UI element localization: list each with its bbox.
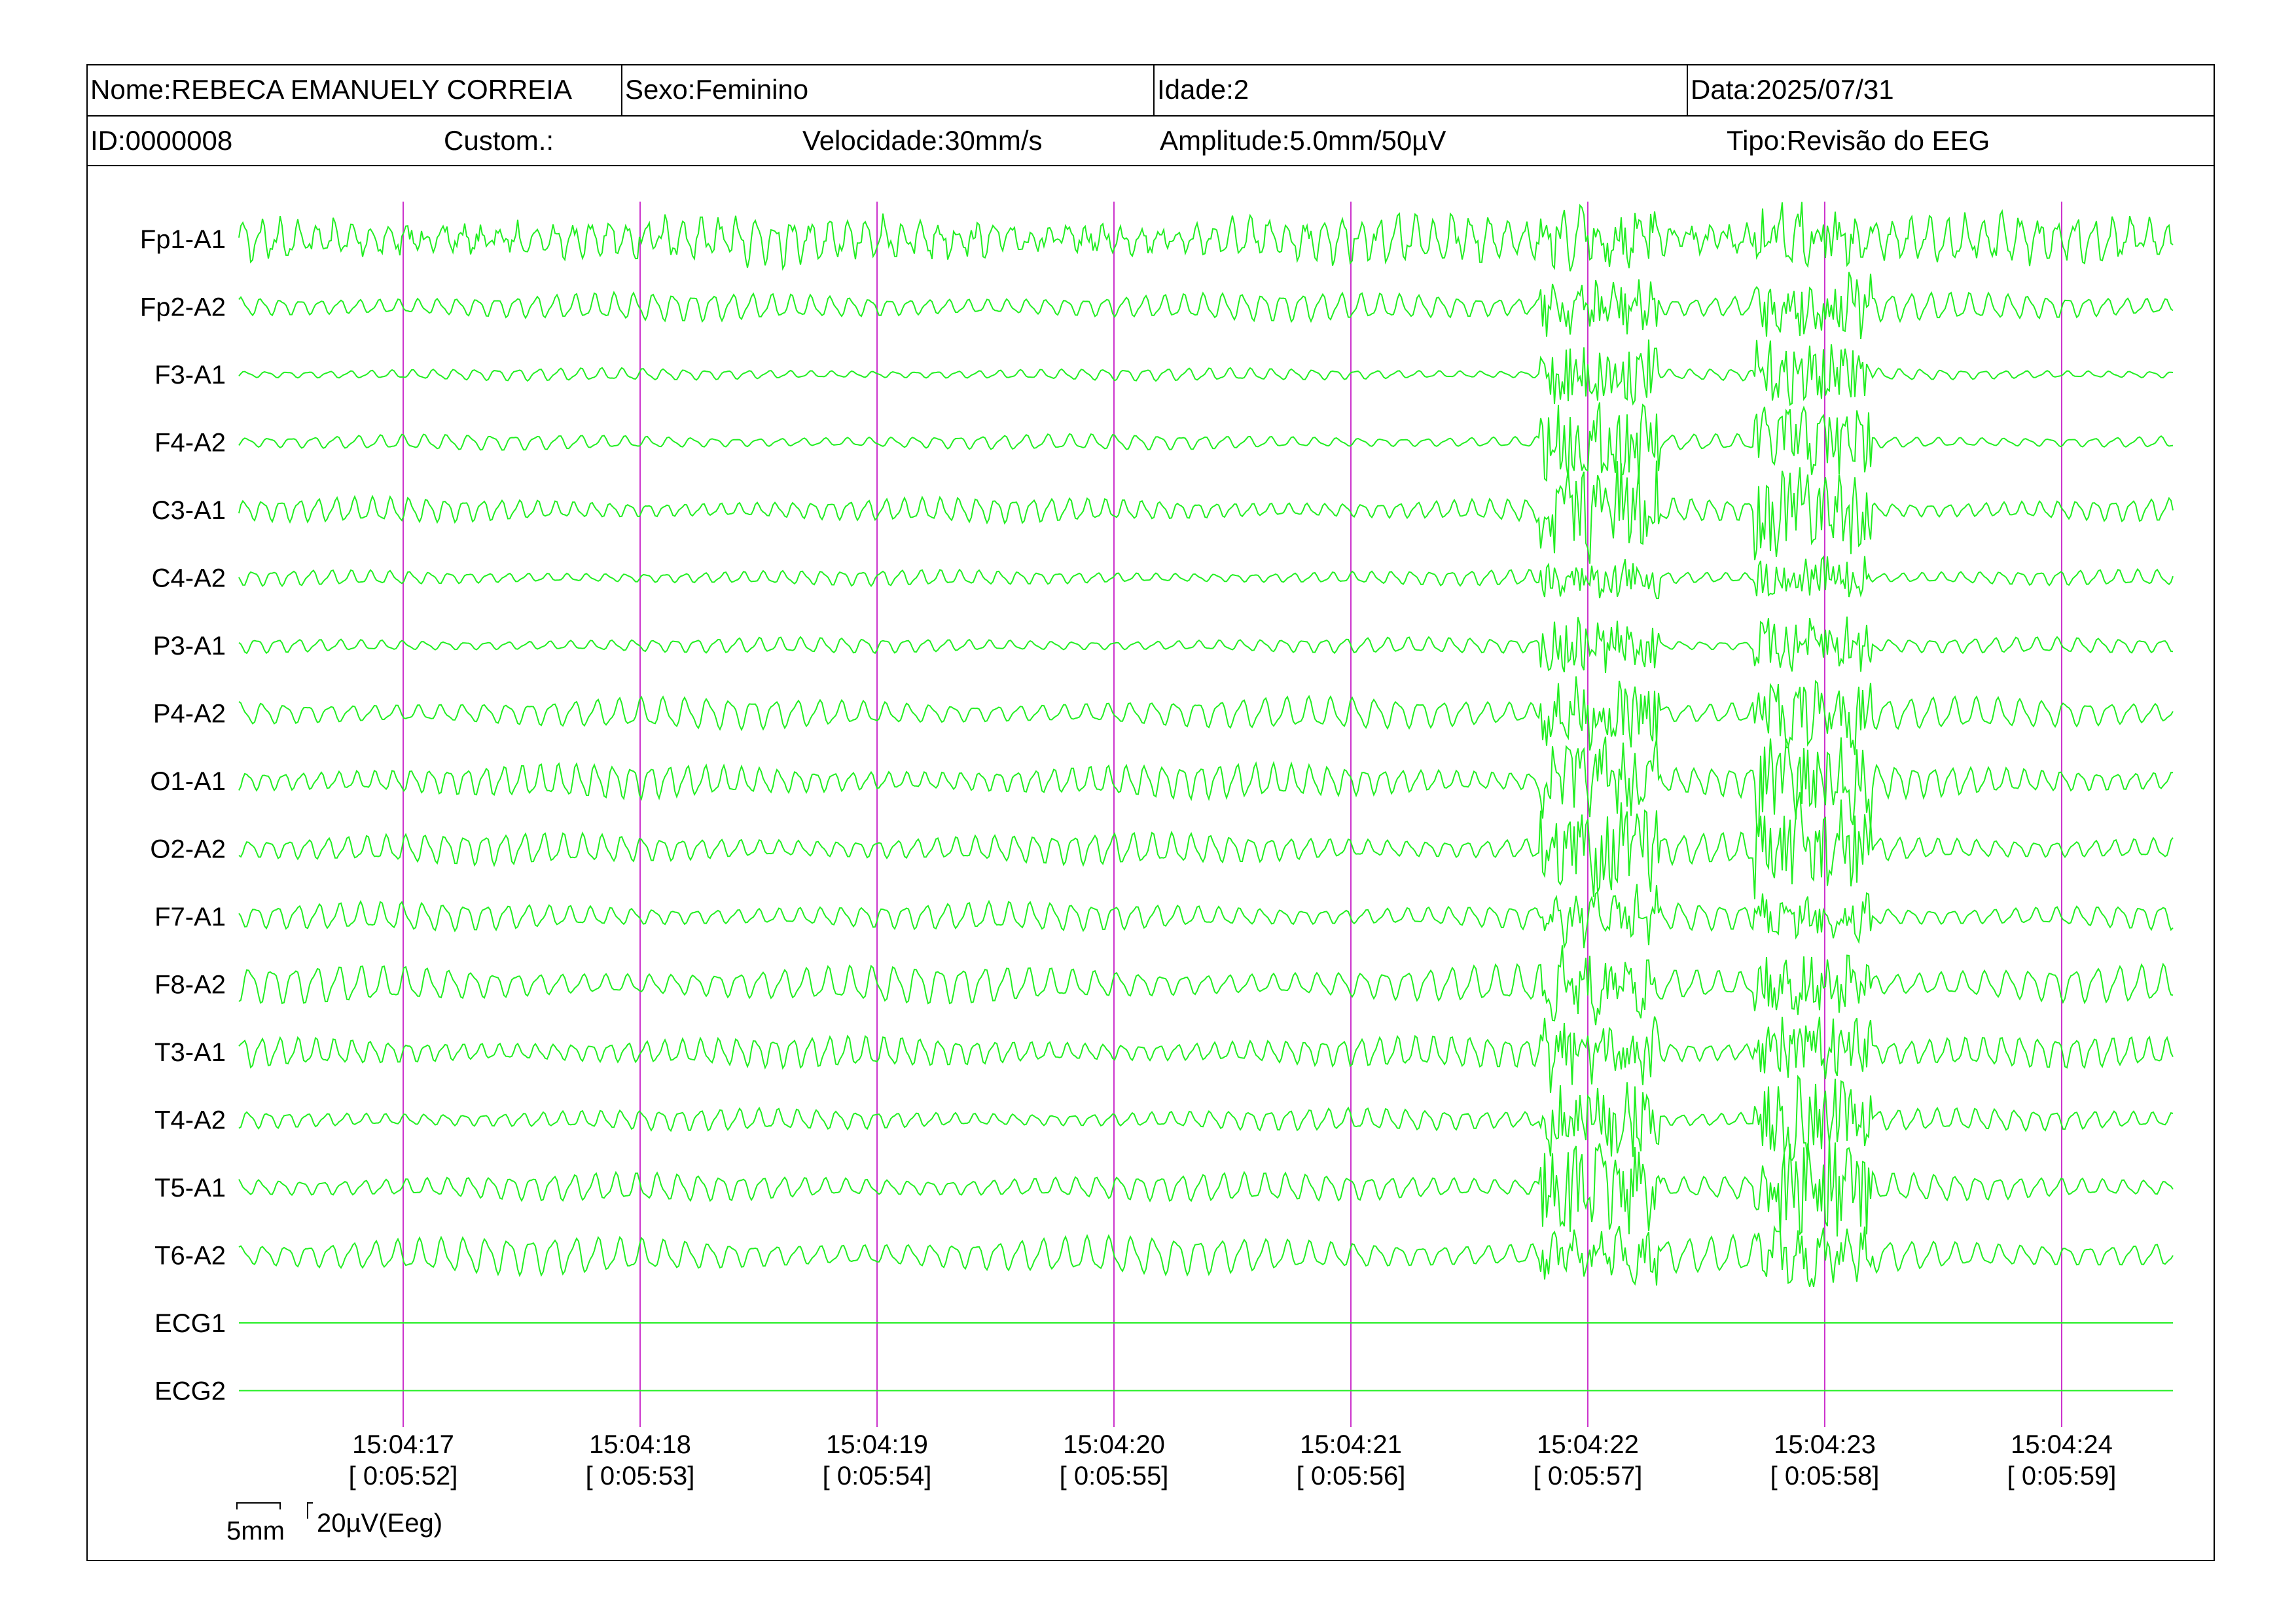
patient-sex: Sexo:Feminino (621, 65, 1153, 115)
channel-labels: Fp1-A1 Fp2-A2 F3-A1 F4-A2 C3-A1 C4-A2 P3-A1 P4-… (140, 225, 226, 1406)
time-tick-clock: 15:04:18 (589, 1430, 691, 1459)
channel-trace (238, 945, 2174, 1026)
time-tick-elapsed: [ 0:05:57] (1534, 1462, 1643, 1490)
channel-trace (238, 202, 2174, 272)
time-markers (403, 202, 2062, 1427)
time-tick-clock: 15:04:17 (352, 1430, 454, 1459)
time-tick-elapsed: [ 0:05:52] (349, 1462, 458, 1490)
time-tick-elapsed: [ 0:05:58] (1770, 1462, 1880, 1490)
time-tick-elapsed: [ 0:05:59] (2007, 1462, 2117, 1490)
time-tick-elapsed: [ 0:05:56] (1297, 1462, 1406, 1490)
patient-name: Nome:REBECA EMANUELY CORREIA (90, 74, 572, 105)
channel-trace (238, 339, 2174, 406)
review-type: Tipo:Revisão do EEG (1727, 125, 1990, 156)
channel-trace (238, 402, 2174, 484)
time-scale-label: 5mm (226, 1517, 285, 1545)
channel-label: ECG2 (154, 1377, 226, 1406)
time-tick-clock: 15:04:22 (1537, 1430, 1639, 1459)
channel-label: P4-A2 (153, 700, 226, 729)
channel-label: T6-A2 (154, 1242, 226, 1271)
time-tick-elapsed: [ 0:05:54] (823, 1462, 932, 1490)
channel-trace (238, 884, 2174, 950)
eeg-traces (238, 202, 2174, 1392)
time-tick-clock: 15:04:24 (2011, 1430, 2113, 1459)
time-tick-elapsed: [ 0:05:53] (586, 1462, 695, 1490)
channel-label: F3-A1 (154, 361, 226, 389)
channel-label: T4-A2 (154, 1106, 226, 1135)
patient-id: ID:0000008 (90, 125, 233, 156)
channel-trace (238, 1225, 2174, 1288)
channel-trace (238, 272, 2174, 340)
channel-label: Fp1-A1 (140, 225, 226, 254)
channel-label: O1-A1 (150, 767, 226, 796)
time-tick-clock: 15:04:23 (1774, 1430, 1876, 1459)
channel-label: P3-A1 (153, 632, 226, 660)
channel-label: F4-A2 (154, 429, 226, 458)
channel-label: F7-A1 (154, 903, 226, 931)
channel-label: C4-A2 (152, 564, 226, 593)
channel-label: T5-A1 (154, 1174, 226, 1202)
time-tick-elapsed: [ 0:05:55] (1060, 1462, 1169, 1490)
channel-trace (238, 1016, 2174, 1093)
channel-trace (238, 555, 2174, 600)
amplitude-setting: Amplitude:5.0mm/50µV (1160, 125, 1446, 156)
channel-trace (238, 616, 2174, 674)
calibration-scale: 5mm 20µV(Eeg) (226, 1502, 442, 1545)
channel-trace (238, 792, 2174, 899)
patient-age: Idade:2 (1153, 65, 1687, 115)
channel-trace (238, 1074, 2174, 1161)
custom-field: Custom.: (444, 125, 554, 156)
time-scale-bar (236, 1502, 281, 1509)
channel-label: O2-A2 (150, 835, 226, 864)
channel-label: Fp2-A2 (140, 293, 226, 322)
channel-label: ECG1 (154, 1309, 226, 1338)
channel-trace (238, 736, 2173, 833)
paper-speed: Velocidade:30mm/s (802, 125, 1043, 156)
channel-label: C3-A1 (152, 496, 226, 525)
time-tick-clock: 15:04:19 (826, 1430, 928, 1459)
eeg-report-frame: Nome:REBECA EMANUELY CORREIA Sexo:Femini… (86, 64, 2215, 1561)
header-row-patient: Nome:REBECA EMANUELY CORREIA Sexo:Femini… (88, 65, 2214, 117)
channel-label: T3-A1 (154, 1038, 226, 1067)
exam-date: Data:2025/07/31 (1687, 65, 2216, 115)
time-axis-labels: 15:04:17 [ 0:05:52] 15:04:18 [ 0:05:53] 15:0… (349, 1430, 2117, 1490)
header-row-settings: ID:0000008 Custom.: Velocidade:30mm/s Am… (88, 117, 2214, 166)
time-tick-clock: 15:04:21 (1300, 1430, 1402, 1459)
channel-label: F8-A2 (154, 971, 226, 1000)
amp-scale-bracket (307, 1502, 313, 1519)
channel-trace (238, 460, 2174, 564)
time-tick-clock: 15:04:20 (1063, 1430, 1165, 1459)
channel-trace (238, 1137, 2174, 1237)
amp-scale-label: 20µV(Eeg) (317, 1509, 442, 1538)
channel-trace (238, 676, 2174, 755)
